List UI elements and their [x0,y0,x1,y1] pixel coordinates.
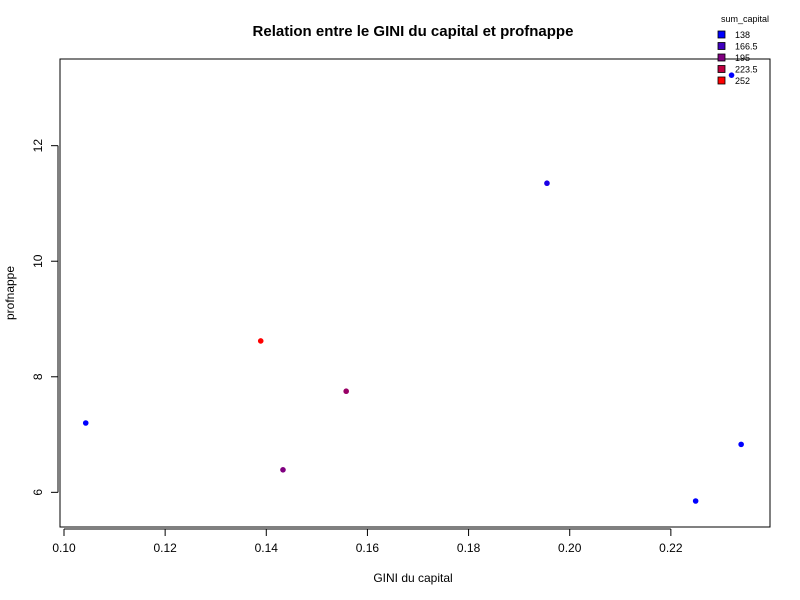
legend-swatch [717,65,726,73]
legend-label: 252 [735,76,750,86]
x-tick-label: 0.18 [457,541,481,555]
data-point [738,441,744,448]
legend-swatch [717,53,726,62]
x-axis: 0.10 0.12 0.14 0.16 0.18 0.20 0.22 [52,528,683,555]
x-tick-label: 0.14 [255,541,279,555]
x-tick-label: 0.12 [153,541,177,555]
legend-label: 166.5 [735,42,758,52]
y-axis: 6 8 10 12 [31,139,59,496]
y-tick-label: 12 [31,139,45,153]
chart-title: Relation entre le GINI du capital et pro… [253,23,574,40]
legend-swatch [717,42,726,50]
legend-title: sum_capital [721,14,769,24]
data-point [82,420,89,426]
x-tick-label: 0.10 [52,541,76,555]
legend-label: 195 [735,53,750,63]
x-tick-label: 0.20 [558,541,582,555]
legend-swatch [717,30,726,39]
y-tick-label: 10 [31,254,45,268]
x-tick-label: 0.22 [659,541,683,555]
legend-label: 138 [735,30,750,40]
legend-swatch [717,76,726,85]
data-point [280,467,286,473]
plot-frame [59,58,771,528]
legend-label: 223.5 [735,65,758,75]
x-tick-label: 0.16 [356,541,380,555]
y-tick-label: 8 [31,373,45,380]
y-axis-label: profnappe [3,266,17,320]
x-axis-label: GINI du capital [373,571,452,585]
data-points [82,72,744,504]
data-point [257,338,264,344]
data-point [544,180,550,187]
data-point [692,498,699,504]
data-point [343,388,349,395]
y-tick-label: 6 [31,489,45,496]
data-point [728,72,735,78]
